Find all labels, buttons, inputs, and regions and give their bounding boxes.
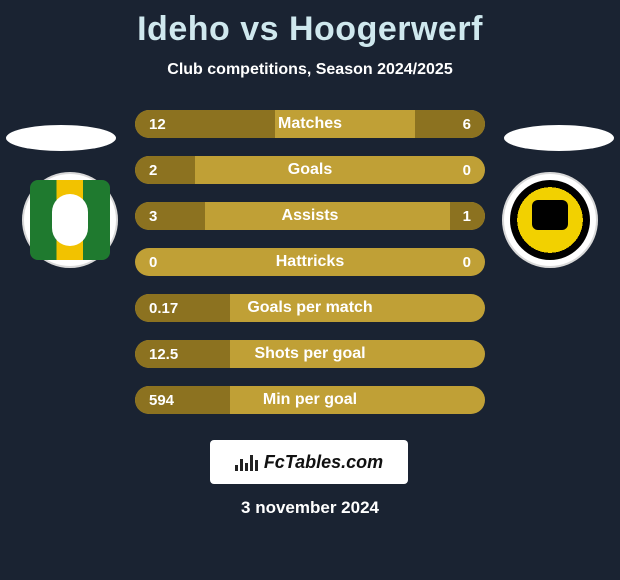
stat-row: 0.17Goals per match xyxy=(135,294,485,322)
stat-label: Hattricks xyxy=(135,248,485,276)
stat-label: Assists xyxy=(135,202,485,230)
stats-bars: 12Matches62Goals03Assists10Hattricks00.1… xyxy=(135,110,485,432)
stat-row: 3Assists1 xyxy=(135,202,485,230)
club-badge-left xyxy=(22,172,118,268)
subtitle: Club competitions, Season 2024/2025 xyxy=(0,61,620,79)
stat-row: 594Min per goal xyxy=(135,386,485,414)
player-platform-left xyxy=(6,125,116,151)
stat-row: 12.5Shots per goal xyxy=(135,340,485,368)
stat-row: 0Hattricks0 xyxy=(135,248,485,276)
stat-value-right: 1 xyxy=(463,202,471,230)
stat-label: Matches xyxy=(135,110,485,138)
stat-label: Goals xyxy=(135,156,485,184)
player-platform-right xyxy=(504,125,614,151)
stat-value-right: 6 xyxy=(463,110,471,138)
date-stamp: 3 november 2024 xyxy=(0,498,620,518)
club-badge-right xyxy=(502,172,598,268)
stat-row: 2Goals0 xyxy=(135,156,485,184)
club-crest-left xyxy=(30,180,110,260)
stat-label: Goals per match xyxy=(135,294,485,322)
brand-icon xyxy=(235,453,258,471)
page-title: Ideho vs Hoogerwerf xyxy=(0,0,620,49)
stat-label: Min per goal xyxy=(135,386,485,414)
stat-value-right: 0 xyxy=(463,156,471,184)
club-crest-right xyxy=(510,180,590,260)
brand-text: FcTables.com xyxy=(264,452,383,473)
stat-label: Shots per goal xyxy=(135,340,485,368)
stat-value-right: 0 xyxy=(463,248,471,276)
stat-row: 12Matches6 xyxy=(135,110,485,138)
brand-badge: FcTables.com xyxy=(210,440,408,484)
